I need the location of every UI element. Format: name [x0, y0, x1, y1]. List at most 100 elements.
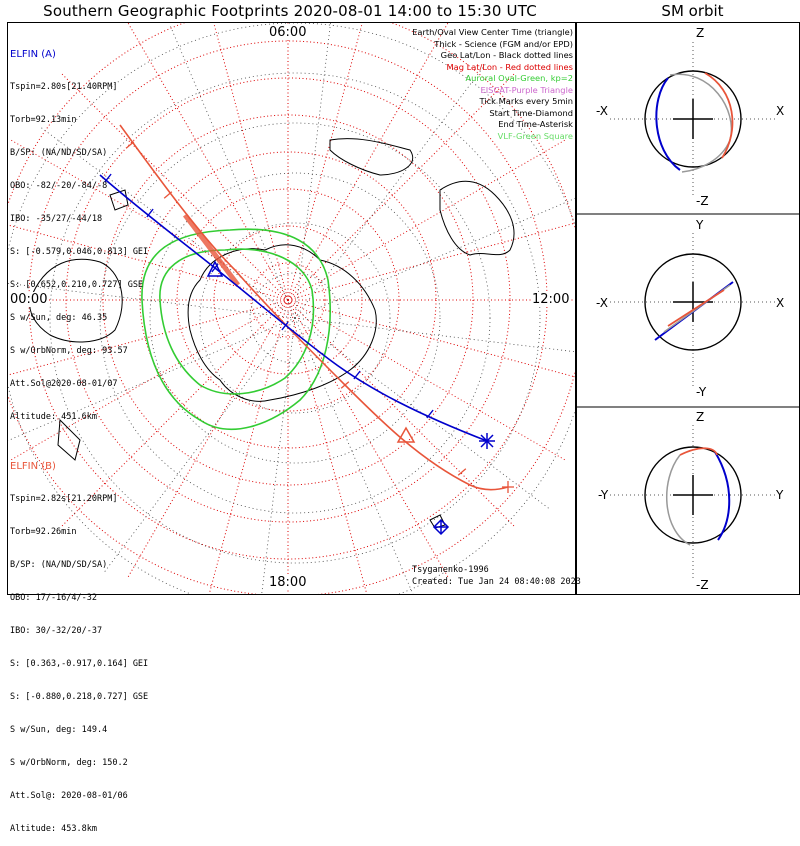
legend-item-start: Start Time-Diamond: [489, 107, 573, 118]
elfin-b-center-triangle: [396, 426, 416, 443]
grid-spoke: [287, 73, 515, 301]
sm-p1-bottom: -Z: [696, 194, 709, 208]
grid-spoke: [287, 299, 515, 527]
elfin-a-center-triangle: [206, 260, 224, 277]
elfin-b-line: Tspin=2.82s[21.20RPM]: [10, 494, 118, 504]
grid-spoke: [294, 317, 575, 353]
elfin-b-end-asterisk: [502, 481, 514, 493]
elfin-b-line: Altitude: 453.8km: [10, 824, 97, 834]
grid-spoke: [287, 299, 575, 378]
grid-spoke: [10, 139, 289, 301]
sm-p2-bottom: -Y: [696, 385, 707, 399]
sm-p1-left: -X: [596, 104, 608, 118]
legend-item-mag-grid: Mag Lat/Lon - Red dotted lines: [446, 61, 573, 72]
legend-item-auroral-oval: Auroral Oval-Green, kp=2: [465, 73, 573, 83]
elfin-b-line: Torb=92.26min: [10, 527, 77, 537]
australia-coast: [29, 258, 123, 343]
grid-spoke: [287, 139, 566, 301]
elfin-a-line: B/SP: (NA/ND/SD/SA): [10, 148, 108, 158]
start-diamond: [432, 518, 450, 536]
mag-longitude-lines: [8, 23, 575, 594]
tick-mark: [125, 141, 135, 149]
grid-spoke: [261, 317, 296, 594]
sm-panel-xz: [610, 42, 776, 196]
model-credit: Tsyganenko-1996: [412, 565, 489, 575]
grid-spoke: [208, 299, 289, 594]
sm-orbit-title: SM orbit: [661, 2, 724, 20]
sm-panel-xy: [610, 233, 776, 388]
legend-item-end: End Time-Asterisk: [498, 119, 573, 129]
elfin-b-line: S: [0.363,-0.917,0.164] GEI: [10, 659, 149, 669]
tick-mark: [457, 468, 467, 476]
elfin-b-science-segment: [183, 213, 240, 287]
tick-mark: [281, 321, 289, 331]
grid-spoke: [213, 23, 289, 301]
elfin-b-header: ELFIN (B): [10, 461, 56, 472]
legend-item-tick-marks: Tick Marks every 5min: [479, 96, 573, 106]
elfin-a-end-asterisk: [479, 433, 495, 449]
elfin-a-line: S: [0.652,0.210,0.727] GSE: [10, 280, 144, 290]
legend-item-science: Thick - Science (FGM and/or EPD): [434, 38, 573, 49]
grid-spoke: [8, 317, 296, 441]
tick-mark: [340, 381, 350, 389]
south-america-coast: [439, 180, 515, 256]
mlt-label-top: 06:00: [268, 25, 308, 40]
grid-spoke: [287, 299, 449, 578]
grid-spoke: [38, 125, 296, 319]
plot-title: Southern Geographic Footprints 2020-08-0…: [43, 2, 537, 20]
elfin-b-line: IBO: 30/-32/20/-37: [10, 626, 103, 636]
grid-spoke: [102, 317, 296, 575]
new-zealand-coast: [57, 418, 81, 461]
sm-p3-left: -Y: [598, 488, 609, 502]
elfin-b-line: S w/OrbNorm, deg: 150.2: [10, 758, 128, 768]
grid-spoke: [127, 299, 289, 578]
sm-p3-bottom: -Z: [696, 578, 709, 592]
antarctica-coast: [187, 244, 377, 402]
elfin-a-line: S w/OrbNorm, deg: 93.57: [10, 346, 128, 356]
elfin-b-line: Att.Sol@: 2020-08-01/06: [10, 791, 128, 801]
mlt-label-bottom: 18:00: [268, 575, 308, 590]
mlt-label-left: 00:00: [9, 292, 49, 307]
sm-p3-right: Y: [776, 488, 784, 502]
grid-spoke: [61, 73, 289, 301]
elfin-a-info: ELFIN (A) Tspin=2.80s[21.40RPM] Torb=92.…: [10, 27, 148, 434]
legend-item-view-center: Earth/Oval View Center Time (triangle): [412, 27, 573, 37]
grid-spoke: [294, 23, 331, 319]
elfin-a-line: S: [-0.579,0.046,0.813] GEI: [10, 247, 149, 257]
grid-spoke: [287, 222, 575, 301]
sm-panel-yz: [610, 425, 776, 580]
created-timestamp: Created: Tue Jan 24 08:40:08 2023: [412, 577, 581, 587]
legend: Earth/Oval View Center Time (triangle) T…: [353, 27, 573, 142]
africa-coast: [329, 138, 413, 176]
elfin-a-track: [99, 174, 488, 442]
sm-p1-top: Z: [696, 26, 705, 40]
grid-spoke: [8, 282, 296, 319]
geo-latitude-rings: [8, 23, 575, 594]
auroral-oval: [141, 228, 331, 430]
grid-spoke: [127, 23, 289, 301]
sm-p2-right: X: [776, 296, 785, 310]
tick-mark: [163, 191, 173, 199]
tick-mark: [353, 370, 361, 380]
elfin-a-header: ELFIN (A): [10, 49, 56, 60]
elfin-a-line: Altitude: 451.6km: [10, 412, 97, 422]
tick-mark: [426, 409, 434, 419]
sm-p1-right: X: [776, 104, 785, 118]
elfin-a-line: S w/Sun, deg: 46.35: [10, 313, 108, 323]
sm-p3-top: Z: [696, 410, 705, 424]
grid-spoke: [294, 61, 488, 319]
legend-item-eiscat: EISCAT-Purple Triangle: [480, 84, 573, 95]
elfin-b-line: S w/Sun, deg: 149.4: [10, 725, 108, 735]
grid-spoke: [8, 299, 289, 376]
elfin-a-line: Att.Sol@2020-08-01/07: [10, 379, 118, 389]
grid-spoke: [287, 299, 566, 461]
polar-map: [8, 23, 575, 594]
grid-spoke: [287, 299, 368, 594]
grid-spoke: [10, 299, 289, 461]
tick-mark: [104, 173, 112, 183]
elfin-a-line: Torb=92.13min: [10, 115, 77, 125]
sm-orbit-panels: [576, 42, 800, 580]
tick-mark: [146, 208, 154, 218]
legend-item-vlf: VLF-Green Square: [497, 130, 573, 141]
legend-item-geo-grid: Geo Lat/Lon - Black dotted lines: [440, 50, 573, 60]
